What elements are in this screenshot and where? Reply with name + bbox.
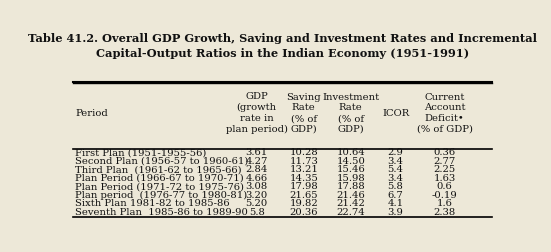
Text: 3.08: 3.08 (246, 182, 268, 191)
Text: 14.35: 14.35 (289, 174, 318, 183)
Text: 13.21: 13.21 (289, 165, 318, 174)
Text: 21.42: 21.42 (336, 199, 365, 208)
Text: 3.4: 3.4 (387, 174, 403, 183)
Text: 17.98: 17.98 (289, 182, 318, 191)
Text: ICOR: ICOR (382, 109, 409, 118)
Text: Plan Period (1966-67 to 1970-71): Plan Period (1966-67 to 1970-71) (75, 174, 244, 183)
Text: 3.61: 3.61 (246, 148, 268, 157)
Text: 5.4: 5.4 (387, 165, 403, 174)
Text: 5.20: 5.20 (246, 199, 268, 208)
Text: 5.8: 5.8 (249, 208, 264, 217)
Text: 2.38: 2.38 (434, 208, 456, 217)
Text: 3.4: 3.4 (387, 157, 403, 166)
Text: First Plan (1951-1955-56): First Plan (1951-1955-56) (75, 148, 207, 157)
Text: 17.88: 17.88 (336, 182, 365, 191)
Text: -0.19: -0.19 (432, 191, 457, 200)
Text: 3.20: 3.20 (246, 191, 268, 200)
Text: 6.7: 6.7 (388, 191, 403, 200)
Text: 20.36: 20.36 (289, 208, 318, 217)
Text: 19.82: 19.82 (289, 199, 318, 208)
Text: 4.1: 4.1 (387, 199, 404, 208)
Text: Third Plan  (1961-62 to 1965-66): Third Plan (1961-62 to 1965-66) (75, 165, 242, 174)
Text: 0.6: 0.6 (437, 182, 452, 191)
Text: 15.98: 15.98 (336, 174, 365, 183)
Text: 14.50: 14.50 (336, 157, 365, 166)
Text: 11.73: 11.73 (289, 157, 318, 166)
Text: Plan period  (1976-77 to 1980-81): Plan period (1976-77 to 1980-81) (75, 191, 247, 200)
Text: 21.46: 21.46 (336, 191, 365, 200)
Text: 4.27: 4.27 (246, 157, 268, 166)
Text: 4.66: 4.66 (246, 174, 268, 183)
Text: 2.25: 2.25 (434, 165, 456, 174)
Text: Investment
Rate
(% of
GDP): Investment Rate (% of GDP) (322, 92, 379, 134)
Text: 22.74: 22.74 (336, 208, 365, 217)
Text: 10.64: 10.64 (336, 148, 365, 157)
Text: 1.6: 1.6 (437, 199, 452, 208)
Text: 2.9: 2.9 (387, 148, 403, 157)
Text: 15.46: 15.46 (336, 165, 365, 174)
Text: Seventh Plan  1985-86 to 1989-90: Seventh Plan 1985-86 to 1989-90 (75, 208, 248, 217)
Text: 3.9: 3.9 (387, 208, 403, 217)
Text: 21.65: 21.65 (289, 191, 318, 200)
Text: Period: Period (75, 109, 108, 118)
Text: 10.28: 10.28 (289, 148, 318, 157)
Text: 1.63: 1.63 (434, 174, 456, 183)
Text: 5.8: 5.8 (387, 182, 403, 191)
Text: 2.84: 2.84 (246, 165, 268, 174)
Text: Sixth Plan 1981-82 to 1985-86: Sixth Plan 1981-82 to 1985-86 (75, 199, 230, 208)
Text: 2.77: 2.77 (434, 157, 456, 166)
Text: Second Plan (1956-57 to 1960-61): Second Plan (1956-57 to 1960-61) (75, 157, 249, 166)
Text: Current
Account
Deficit•
(% of GDP): Current Account Deficit• (% of GDP) (417, 92, 473, 134)
Text: GDP
(growth
rate in
plan period): GDP (growth rate in plan period) (226, 92, 288, 134)
Text: 0.36: 0.36 (434, 148, 456, 157)
Text: Plan Period (1971-72 to 1975-76): Plan Period (1971-72 to 1975-76) (75, 182, 244, 191)
Text: Saving
Rate
(% of
GDP): Saving Rate (% of GDP) (287, 92, 321, 134)
Text: Table 41.2. Overall GDP Growth, Saving and Investment Rates and Incremental
Capi: Table 41.2. Overall GDP Growth, Saving a… (28, 33, 537, 59)
